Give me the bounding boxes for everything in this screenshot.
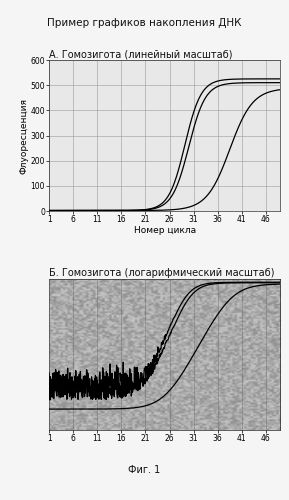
Text: Пример графиков накопления ДНК: Пример графиков накопления ДНК [47, 18, 242, 28]
Text: А. Гомозигота (линейный масштаб): А. Гомозигота (линейный масштаб) [49, 49, 233, 59]
Y-axis label: Флуоресценция: Флуоресценция [20, 98, 29, 174]
X-axis label: Номер цикла: Номер цикла [134, 226, 196, 234]
Text: Б. Гомозигота (логарифмический масштаб): Б. Гомозигота (логарифмический масштаб) [49, 268, 275, 278]
Text: Фиг. 1: Фиг. 1 [128, 465, 161, 475]
